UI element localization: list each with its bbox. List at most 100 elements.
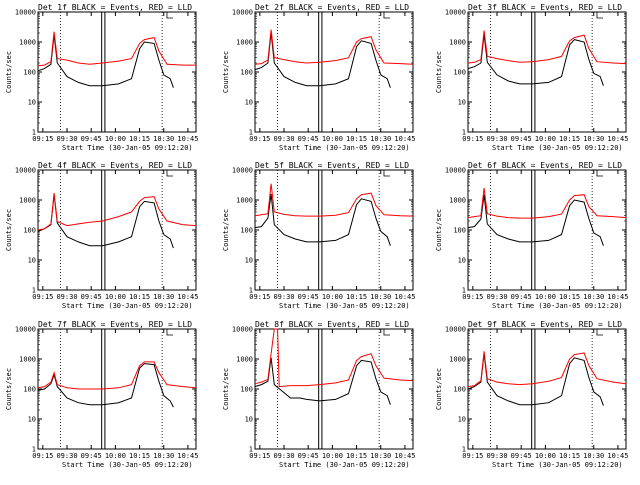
y-tick-label: 10: [28, 99, 36, 107]
y-tick-label: 100: [453, 227, 466, 235]
y-tick-label: 10: [28, 257, 36, 265]
y-tick-label: 10000: [232, 9, 253, 17]
x-tick-label: 09:45: [298, 135, 319, 143]
y-tick-label: 100: [23, 69, 36, 77]
chart-title: Det 8f BLACK = Events, RED = LLD: [255, 320, 409, 329]
x-tick-label: 09:30: [486, 293, 507, 301]
y-tick-label: 100: [453, 386, 466, 394]
events-series-line: [467, 34, 604, 86]
y-tick-label: 100: [240, 69, 253, 77]
x-tick-label: 10:00: [322, 135, 343, 143]
x-tick-label: 10:45: [177, 452, 198, 460]
y-tick-label: 10000: [445, 167, 466, 175]
y-tick-label: 10: [245, 99, 253, 107]
x-tick-label: 10:45: [607, 293, 628, 301]
bracket-marker: [166, 170, 173, 177]
x-tick-label: 10:30: [370, 135, 391, 143]
lld-series-line: [37, 361, 197, 390]
x-tick-label: 09:15: [249, 452, 270, 460]
x-tick-label: 10:15: [129, 293, 150, 301]
y-tick-label: 1: [462, 446, 466, 454]
x-tick-label: 09:30: [56, 135, 77, 143]
y-tick-label: 10: [458, 416, 466, 424]
x-tick-label: 10:45: [394, 293, 415, 301]
chart-title: Det 5f BLACK = Events, RED = LLD: [255, 161, 409, 170]
x-axis-label: Start Time (30-Jan-05 09:12:20): [492, 144, 623, 152]
y-axis-label: Counts/sec: [435, 51, 443, 93]
events-series-line: [467, 353, 604, 406]
bracket-marker: [596, 329, 603, 336]
lld-series-line: [254, 183, 414, 217]
lld-series-line: [37, 193, 197, 231]
y-axis-label: Counts/sec: [222, 368, 230, 410]
x-tick-label: 10:30: [370, 452, 391, 460]
x-tick-label: 09:45: [81, 452, 102, 460]
chart-title: Det 1f BLACK = Events, RED = LLD: [38, 3, 192, 12]
y-axis-label: Counts/sec: [222, 51, 230, 93]
x-tick-label: 09:30: [273, 293, 294, 301]
detector-panel-8: 1 10 100 1000 10000 09:15 09:30 09:45 10:00 10:15…: [222, 320, 415, 469]
y-tick-label: 1: [32, 446, 36, 454]
x-tick-label: 09:45: [511, 135, 532, 143]
x-axis-label: Start Time (30-Jan-05 09:12:20): [62, 461, 193, 469]
y-tick-label: 1000: [236, 356, 253, 364]
bracket-marker: [383, 329, 390, 336]
plot-frame: [254, 11, 414, 133]
events-series-line: [37, 363, 174, 408]
detector-panel-3: 1 10 100 1000 10000 09:15 09:30 09:45 10:00 10:15…: [435, 3, 628, 152]
y-tick-label: 100: [453, 69, 466, 77]
y-tick-label: 1: [462, 129, 466, 137]
y-tick-label: 10: [28, 416, 36, 424]
x-axis-label: Start Time (30-Jan-05 09:12:20): [279, 302, 410, 310]
x-tick-label: 10:30: [370, 293, 391, 301]
events-series-line: [254, 32, 391, 88]
x-axis-label: Start Time (30-Jan-05 09:12:20): [279, 461, 410, 469]
y-tick-label: 1000: [19, 197, 36, 205]
x-tick-label: 10:15: [346, 452, 367, 460]
x-tick-label: 10:15: [346, 135, 367, 143]
y-tick-label: 1: [249, 446, 253, 454]
y-tick-label: 1: [32, 129, 36, 137]
x-tick-label: 10:00: [322, 293, 343, 301]
x-axis-label: Start Time (30-Jan-05 09:12:20): [62, 302, 193, 310]
x-tick-label: 10:15: [346, 293, 367, 301]
x-tick-label: 09:15: [32, 135, 53, 143]
x-tick-label: 09:30: [486, 452, 507, 460]
x-tick-label: 09:15: [32, 452, 53, 460]
x-tick-label: 09:30: [56, 293, 77, 301]
x-tick-label: 10:30: [153, 452, 174, 460]
y-tick-label: 1000: [449, 356, 466, 364]
chart-title: Det 4f BLACK = Events, RED = LLD: [38, 161, 192, 170]
y-tick-label: 10000: [232, 167, 253, 175]
detector-panel-4: 1 10 100 1000 10000 09:15 09:30 09:45 10:00 10:15…: [5, 161, 198, 310]
detector-panel-2: 1 10 100 1000 10000 09:15 09:30 09:45 10:00 10:15…: [222, 3, 415, 152]
bracket-marker: [596, 12, 603, 19]
y-tick-label: 1: [462, 287, 466, 295]
detector-panel-9: 1 10 100 1000 10000 09:15 09:30 09:45 10:00 10:15…: [435, 320, 628, 469]
x-axis-label: Start Time (30-Jan-05 09:12:20): [62, 144, 193, 152]
x-tick-label: 09:15: [249, 135, 270, 143]
events-series-line: [467, 194, 604, 246]
x-tick-label: 10:15: [559, 452, 580, 460]
y-tick-label: 1000: [236, 197, 253, 205]
chart-title: Det 7f BLACK = Events, RED = LLD: [38, 320, 192, 329]
y-tick-label: 100: [23, 227, 36, 235]
events-series-line: [37, 35, 174, 88]
x-axis-label: Start Time (30-Jan-05 09:12:20): [492, 461, 623, 469]
y-tick-label: 100: [23, 386, 36, 394]
y-tick-label: 1000: [19, 39, 36, 47]
lld-series-line: [467, 351, 627, 388]
detector-panel-6: 1 10 100 1000 10000 09:15 09:30 09:45 10:00 10:15…: [435, 161, 628, 310]
events-series-line: [254, 193, 391, 246]
plot-frame: [254, 328, 414, 450]
x-tick-label: 10:15: [559, 293, 580, 301]
x-tick-label: 10:00: [105, 452, 126, 460]
y-tick-label: 1000: [449, 197, 466, 205]
x-axis-label: Start Time (30-Jan-05 09:12:20): [492, 302, 623, 310]
y-axis-label: Counts/sec: [222, 209, 230, 251]
lld-series-line: [467, 30, 627, 65]
x-tick-label: 09:15: [32, 293, 53, 301]
x-tick-label: 09:15: [462, 293, 483, 301]
